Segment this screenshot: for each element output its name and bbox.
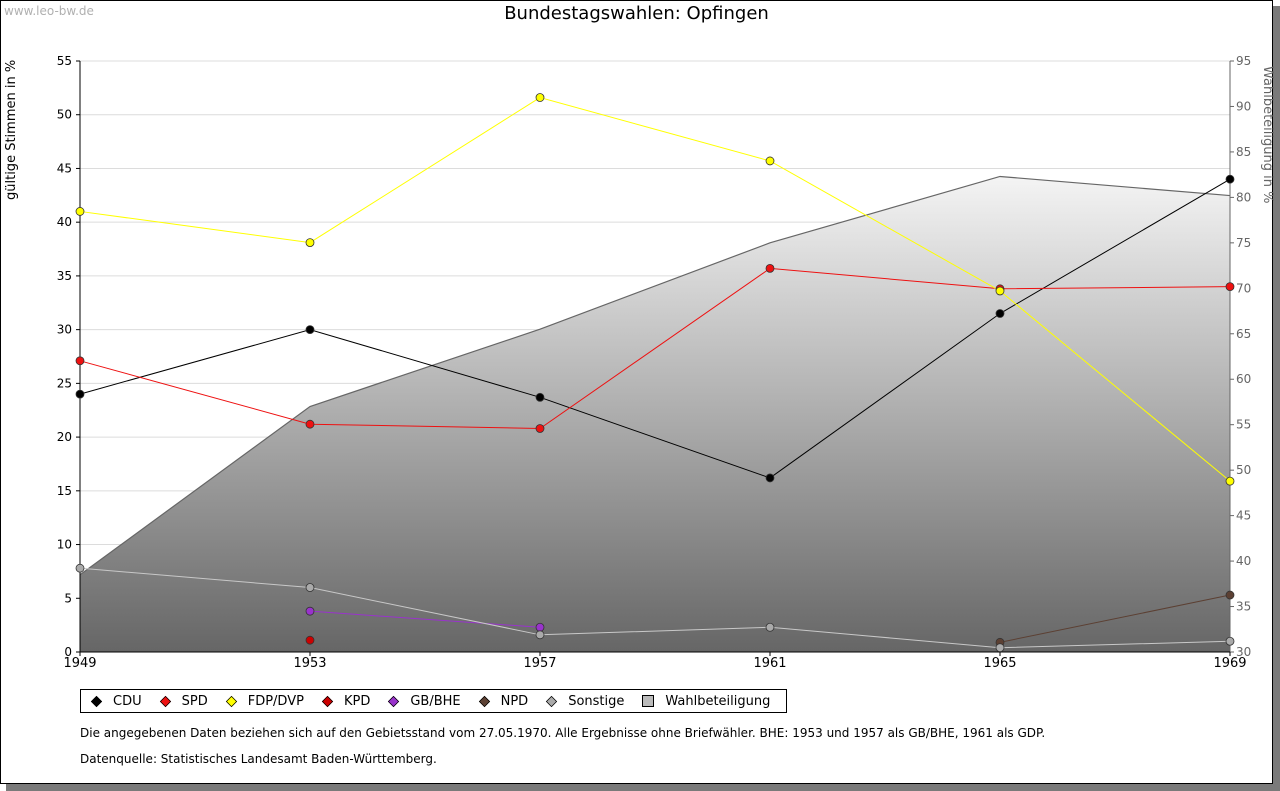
y2-tick-label: 85 <box>1236 145 1251 159</box>
legend-marker <box>478 695 490 707</box>
watermark: www.leo-bw.de <box>4 4 94 18</box>
y-tick-label: 35 <box>57 269 72 283</box>
legend-marker <box>546 695 558 707</box>
data-source: Datenquelle: Statistisches Landesamt Bad… <box>80 752 437 766</box>
y-tick-label: 20 <box>57 430 72 444</box>
legend-item: SPD <box>159 693 208 709</box>
legend-marker <box>90 695 103 707</box>
y2-tick-label: 70 <box>1236 281 1251 295</box>
legend-label: GB/BHE <box>410 693 461 709</box>
y2-tick-label: 45 <box>1236 509 1251 523</box>
x-tick-label: 1949 <box>63 656 96 671</box>
series-line-fdp-dvp <box>79 96 1231 482</box>
y-tick-label: 40 <box>57 215 72 229</box>
data-point-kpd <box>305 635 315 645</box>
data-point-cdu <box>995 309 1005 318</box>
data-point-sonstige <box>765 622 775 632</box>
series-line-npd <box>999 594 1231 643</box>
legend-label: Wahlbeteiligung <box>665 693 771 709</box>
y-tick-label: 55 <box>57 54 72 68</box>
series-line-sonstige <box>79 567 1231 649</box>
data-point-spd <box>75 356 85 366</box>
turnout-area <box>80 176 1230 653</box>
y-tick-label: 10 <box>57 538 72 552</box>
legend-item: FDP/DVP <box>225 693 304 709</box>
legend-item: Sonstige <box>546 694 624 709</box>
y-tick-label: 45 <box>57 161 72 175</box>
x-tick-label: 1965 <box>983 656 1016 671</box>
data-point-fdp-dvp <box>1225 476 1235 486</box>
x-tick-label: 1961 <box>753 656 786 671</box>
legend-label: Sonstige <box>568 693 625 709</box>
x-tick-label: 1969 <box>1213 656 1246 671</box>
y2-tick-label: 80 <box>1236 190 1251 204</box>
legend-item: CDU <box>90 693 142 709</box>
data-point-cdu <box>1225 174 1235 184</box>
data-point-fdp-dvp <box>535 93 545 102</box>
data-point-fdp-dvp <box>995 286 1005 296</box>
legend-label: FDP/DVP <box>247 693 304 709</box>
data-point-cdu <box>305 325 315 335</box>
y2-tick-label: 60 <box>1236 372 1251 386</box>
data-point-spd <box>535 424 545 433</box>
y2-tick-label: 55 <box>1236 418 1251 432</box>
legend-label: CDU <box>113 693 142 709</box>
x-tick-label: 1953 <box>293 656 326 671</box>
data-point-spd <box>1225 282 1235 292</box>
data-point-fdp-dvp <box>765 156 775 166</box>
y2-tick-label: 65 <box>1236 327 1251 341</box>
y-tick-label: 25 <box>57 376 72 390</box>
data-point-npd <box>1225 590 1235 600</box>
legend-label: SPD <box>181 693 208 709</box>
data-point-fdp-dvp <box>305 238 315 247</box>
series-line-spd <box>79 267 1231 429</box>
legend-label: NPD <box>500 693 529 709</box>
y-tick-label: 15 <box>57 484 72 498</box>
y-tick-label: 30 <box>57 323 72 337</box>
y2-tick-label: 50 <box>1236 463 1251 477</box>
legend-item: KPD <box>321 693 371 709</box>
legend-item: NPD <box>478 693 529 709</box>
data-point-cdu <box>75 389 85 399</box>
data-point-gb-bhe <box>305 606 315 616</box>
legend-marker <box>321 695 334 707</box>
data-point-cdu <box>765 473 775 483</box>
y2-tick-label: 90 <box>1236 99 1251 113</box>
x-tick-label: 1957 <box>523 656 556 671</box>
y-tick-label: 50 <box>57 108 72 122</box>
data-point-gb-bhe <box>535 622 545 632</box>
data-point-sonstige <box>995 643 1005 653</box>
data-point-sonstige <box>535 630 545 640</box>
chart-title: Bundestagswahlen: Opfingen <box>504 3 769 24</box>
data-point-spd <box>305 419 315 429</box>
data-point-sonstige <box>305 583 315 592</box>
data-point-sonstige <box>75 563 85 573</box>
frame-shadow-bottom <box>6 784 1280 791</box>
turnout-line <box>79 175 1231 576</box>
legend-marker <box>225 695 237 707</box>
legend: CDU SPD FDP/DVP KPD GB/BHE NPD Sonstige Wahlbet… <box>80 689 788 713</box>
legend-marker <box>642 695 655 707</box>
frame-shadow-right <box>1273 6 1280 791</box>
data-note: Die angegebenen Daten beziehen sich auf … <box>80 726 1046 740</box>
y2-tick-label: 40 <box>1236 554 1251 568</box>
data-point-cdu <box>535 392 545 402</box>
y2-tick-label: 35 <box>1236 600 1251 614</box>
y2-tick-label: 95 <box>1236 54 1251 68</box>
legend-marker <box>159 695 171 707</box>
legend-marker <box>388 695 400 707</box>
data-point-spd <box>765 263 775 273</box>
y2-tick-label: 30 <box>1236 645 1251 659</box>
series-line-cdu <box>79 178 1231 479</box>
y-tick-label: 0 <box>64 645 72 659</box>
legend-label: KPD <box>343 693 371 709</box>
data-point-sonstige <box>1225 636 1235 646</box>
legend-item: GB/BHE <box>388 693 461 709</box>
y-tick-label: 5 <box>64 591 72 605</box>
y2-tick-label: 75 <box>1236 236 1251 250</box>
data-point-fdp-dvp <box>75 207 85 216</box>
legend-item: Wahlbeteiligung <box>642 694 770 709</box>
series-line-gb-bhe <box>309 610 541 628</box>
